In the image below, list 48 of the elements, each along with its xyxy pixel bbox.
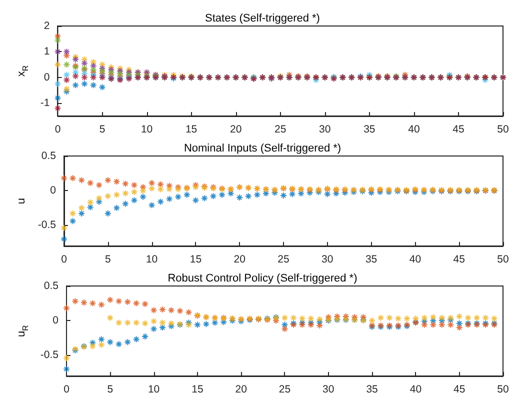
x-tick-label: 20 [235,384,248,396]
x-tick-label: 45 [454,384,466,396]
x-tick-label: 35 [366,384,378,396]
y-axis-title: u [16,198,28,204]
x-tick-label: 25 [274,124,286,136]
chart-title: Nominal Inputs (Self-triggered *) [184,142,342,154]
x-tick-label: 25 [278,384,291,396]
x-tick-label: 10 [146,254,158,266]
x-tick-label: 5 [104,254,111,266]
x-tick-label: 45 [453,254,466,266]
x-tick-label: 50 [497,124,509,136]
x-tick-label: 10 [140,124,153,136]
x-tick-label: 35 [365,254,378,266]
x-tick-label: 35 [364,124,376,136]
x-tick-label: 15 [190,254,202,266]
y-tick-label: 0.5 [41,150,56,162]
y-tick-label: -0.5 [38,219,56,232]
y-tick-label: 1 [44,46,50,58]
x-tick-label: 50 [497,254,509,266]
y-tick-label: -1 [40,97,50,110]
chart-title: States (Self-triggered *) [205,12,320,24]
x-tick-label: 30 [322,254,334,266]
x-tick-label: 40 [409,254,422,266]
x-tick-label: 50 [497,384,509,396]
y-axis-title: uR [16,324,30,337]
y-tick-label: -0.5 [40,349,59,362]
x-tick-label: 0 [61,254,68,266]
y-tick-label: 0 [50,184,56,197]
y-tick-label: 0 [44,71,50,84]
x-tick-label: 15 [185,124,198,136]
x-tick-label: 30 [322,384,334,396]
x-tick-label: 20 [234,254,246,266]
x-tick-label: 5 [99,124,106,136]
x-tick-label: 40 [410,384,422,396]
y-tick-label: 2 [44,20,50,32]
x-tick-label: 10 [148,384,160,396]
x-tick-label: 25 [278,254,290,266]
x-tick-label: 0 [64,384,70,396]
y-tick-label: 0.5 [44,280,59,292]
x-tick-label: 45 [452,124,464,136]
chart-title: Robust Control Policy (Self-triggered *) [168,272,358,284]
x-tick-label: 30 [319,124,331,136]
x-tick-label: 20 [230,124,242,136]
x-tick-label: 5 [107,384,114,396]
y-axis-title: xR [16,65,30,77]
x-tick-label: 40 [408,124,420,136]
x-tick-label: 15 [192,384,204,396]
y-tick-label: 0 [52,314,59,327]
